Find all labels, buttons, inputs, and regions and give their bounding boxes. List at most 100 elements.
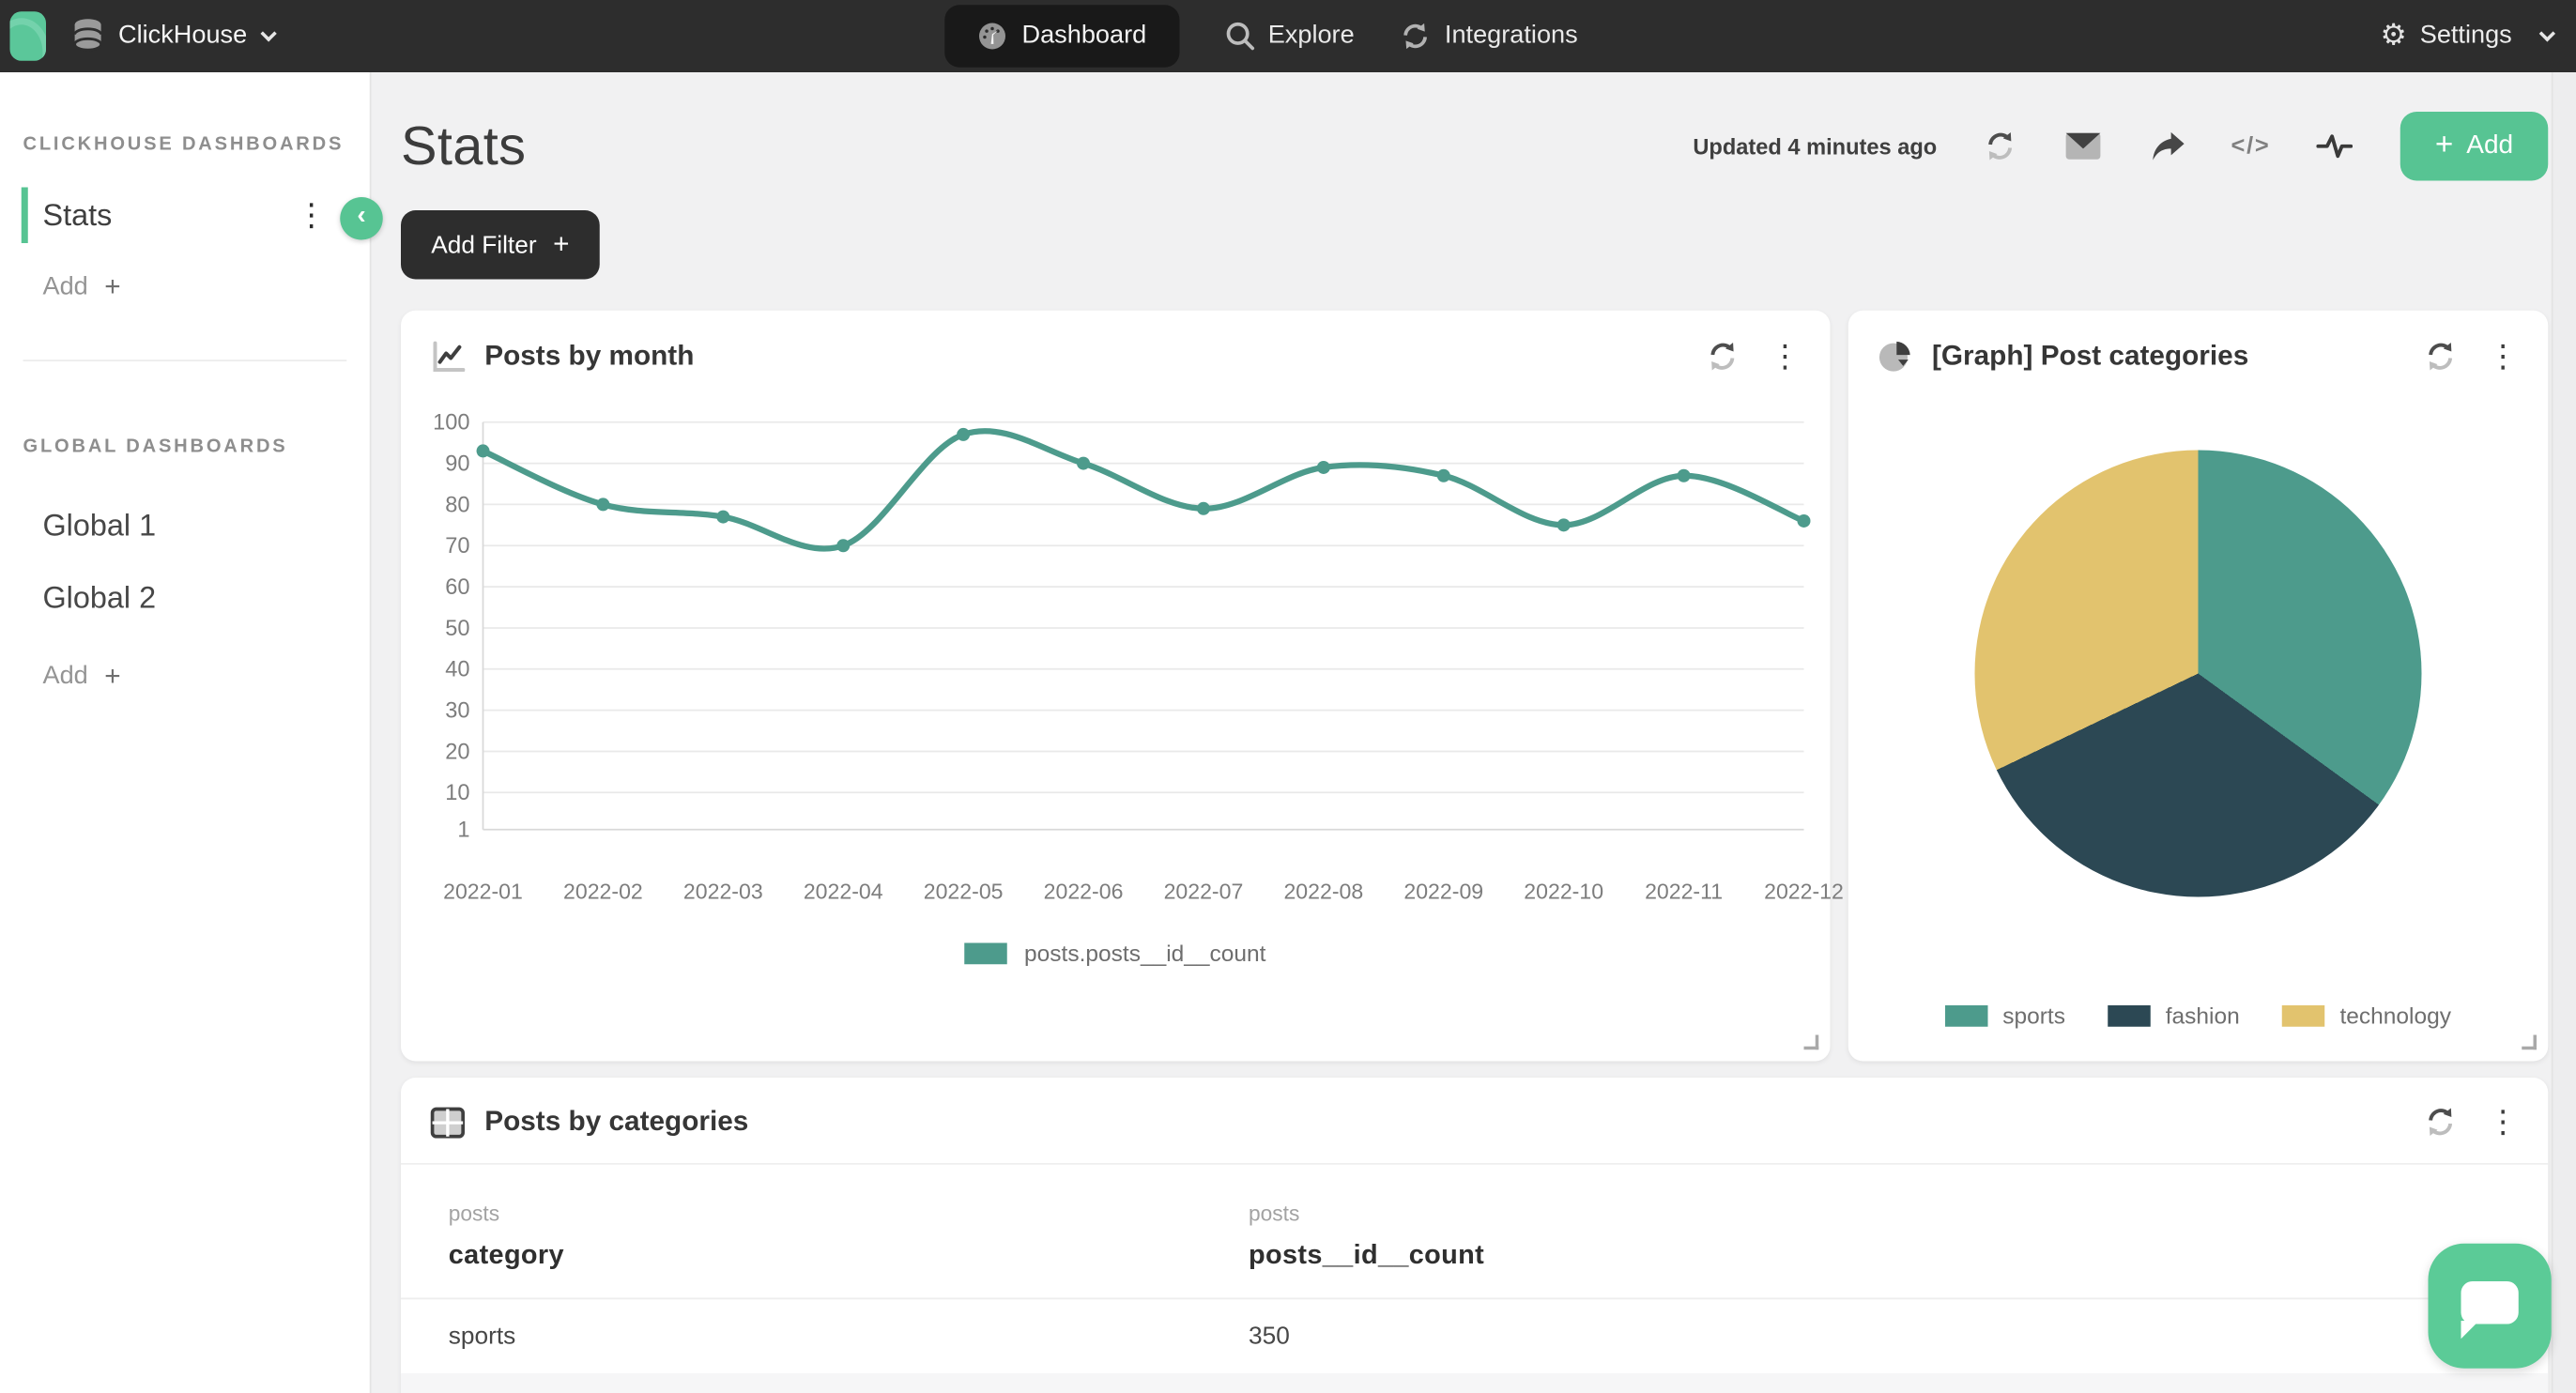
activity-button[interactable]	[2316, 129, 2353, 165]
sidebar-item-global-2[interactable]: Global 2	[0, 569, 370, 628]
sidebar-add-global-dashboard-button[interactable]: Add +	[43, 661, 370, 694]
svg-text:2022-04: 2022-04	[804, 879, 883, 903]
resize-handle[interactable]	[1803, 1034, 1819, 1050]
sidebar-section-clickhouse-dashboards: CLICKHOUSE DASHBOARDS	[23, 134, 345, 155]
main-content: Stats Updated 4 minutes ago	[372, 72, 2552, 1393]
svg-text:40: 40	[445, 658, 469, 682]
refresh-widget-button[interactable]	[1704, 339, 1740, 375]
post-categories-pie[interactable]	[1974, 450, 2422, 897]
sidebar-section-global-dashboards: GLOBAL DASHBOARDS	[23, 436, 288, 457]
svg-text:60: 60	[445, 575, 469, 600]
plus-icon: +	[553, 228, 570, 260]
svg-text:100: 100	[433, 411, 469, 436]
pulse-icon	[2316, 134, 2353, 159]
page-scrollbar[interactable]	[2551, 72, 2576, 1393]
envelope-icon	[2065, 132, 2101, 160]
settings-label: Settings	[2419, 21, 2512, 50]
tab-integrations[interactable]: Integrations	[1401, 0, 1578, 72]
svg-text:2022-02: 2022-02	[563, 879, 643, 903]
resize-handle[interactable]	[2522, 1034, 2537, 1050]
svg-text:2022-09: 2022-09	[1403, 879, 1483, 903]
legend-swatch	[2108, 1004, 2151, 1026]
svg-text:90: 90	[445, 452, 469, 476]
svg-text:20: 20	[445, 740, 469, 764]
card-title: [Graph] Post categories	[1932, 340, 2249, 372]
sidebar: ‹ CLICKHOUSE DASHBOARDS Stats ⋮ Add + GL…	[0, 72, 383, 1393]
add-filter-label: Add Filter	[431, 230, 537, 259]
sidebar-collapse-button[interactable]: ‹	[340, 197, 383, 240]
email-button[interactable]	[2065, 129, 2102, 165]
chevron-left-icon: ‹	[357, 202, 366, 230]
add-filter-button[interactable]: Add Filter +	[401, 210, 600, 280]
svg-text:2022-03: 2022-03	[683, 879, 763, 903]
cell-count: 350	[1249, 1322, 1290, 1351]
legend-swatch	[1945, 1004, 1988, 1026]
gear-icon: ⚙	[2380, 18, 2407, 53]
add-label: Add	[42, 662, 88, 690]
line-chart-legend: posts.posts__id__count	[401, 940, 1831, 966]
refresh-widget-button[interactable]	[2422, 339, 2459, 375]
refresh-icon	[1987, 132, 2012, 161]
svg-text:70: 70	[445, 534, 469, 559]
legend-label: fashion	[2165, 1002, 2240, 1029]
tab-label: Explore	[1267, 21, 1355, 50]
share-arrow-icon	[2152, 131, 2184, 160]
main-nav: Dashboard Explore Integrations	[944, 0, 1578, 72]
add-widget-button[interactable]: + Add	[2400, 112, 2549, 181]
card-title: Posts by categories	[484, 1105, 749, 1137]
refresh-widget-button[interactable]	[2422, 1104, 2459, 1140]
brand-switcher[interactable]: ClickHouse	[9, 0, 278, 72]
svg-text:2022-12: 2022-12	[1764, 879, 1844, 903]
kebab-menu-icon[interactable]: ⋮	[296, 197, 328, 234]
tab-dashboard[interactable]: Dashboard	[944, 5, 1180, 68]
plus-icon: +	[104, 660, 121, 692]
line-chart-icon	[433, 340, 466, 372]
legend-label: technology	[2339, 1002, 2451, 1029]
database-icon	[73, 19, 103, 52]
legend-label: posts.posts__id__count	[1024, 940, 1266, 966]
svg-text:2022-07: 2022-07	[1164, 879, 1244, 903]
tab-explore[interactable]: Explore	[1225, 0, 1355, 72]
sidebar-item-stats[interactable]: Stats ⋮	[0, 186, 370, 245]
table-row: fashion 329	[401, 1373, 2549, 1393]
svg-text:80: 80	[445, 493, 469, 517]
sidebar-divider	[23, 360, 347, 361]
plus-icon: +	[104, 270, 121, 302]
column-group: posts	[1249, 1201, 1300, 1226]
svg-text:2022-01: 2022-01	[443, 879, 523, 903]
kebab-menu-icon[interactable]: ⋮	[2487, 1104, 2519, 1140]
updated-timestamp: Updated 4 minutes ago	[1693, 133, 1938, 159]
brand-name: ClickHouse	[118, 21, 248, 50]
sidebar-item-global-1[interactable]: Global 1	[0, 497, 370, 556]
svg-text:2022-05: 2022-05	[924, 879, 1004, 903]
chat-bubble-icon	[2461, 1281, 2519, 1339]
sidebar-item-label: Stats	[42, 197, 113, 232]
embed-code-button[interactable]: </>	[2231, 129, 2271, 165]
sync-icon	[1403, 23, 1428, 50]
app-logo	[9, 11, 46, 61]
share-button[interactable]	[2149, 129, 2185, 165]
kebab-menu-icon[interactable]: ⋮	[2487, 338, 2519, 375]
gauge-icon	[979, 23, 1005, 50]
sidebar-add-dashboard-button[interactable]: Add +	[43, 271, 370, 304]
code-icon: </>	[2231, 132, 2271, 160]
refresh-button[interactable]	[1982, 129, 2018, 165]
card-posts-by-categories: Posts by categories ⋮ posts category	[401, 1078, 2549, 1393]
active-indicator	[21, 187, 28, 243]
chat-launcher-button[interactable]	[2428, 1243, 2552, 1369]
posts-by-month-chart[interactable]: 1 10 20 30 40 50 60 70 80 90 100 2022-01 2022-02 2022…	[421, 398, 1844, 927]
cell-category: sports	[448, 1322, 516, 1351]
table-column-headers: posts category posts posts__id__count	[401, 1165, 2549, 1300]
legend-label: sports	[2002, 1002, 2065, 1029]
svg-text:2022-08: 2022-08	[1283, 879, 1363, 903]
legend-swatch	[965, 941, 1008, 964]
svg-text:50: 50	[445, 617, 469, 641]
refresh-icon	[2428, 343, 2452, 371]
settings-menu[interactable]: ⚙ Settings	[2380, 0, 2556, 72]
pie-legend: sports fashion technology	[1848, 1003, 2549, 1029]
chevron-down-icon	[261, 24, 278, 41]
svg-text:30: 30	[445, 698, 469, 723]
topbar: ClickHouse Dashboard	[0, 0, 2576, 72]
kebab-menu-icon[interactable]: ⋮	[1769, 338, 1801, 375]
